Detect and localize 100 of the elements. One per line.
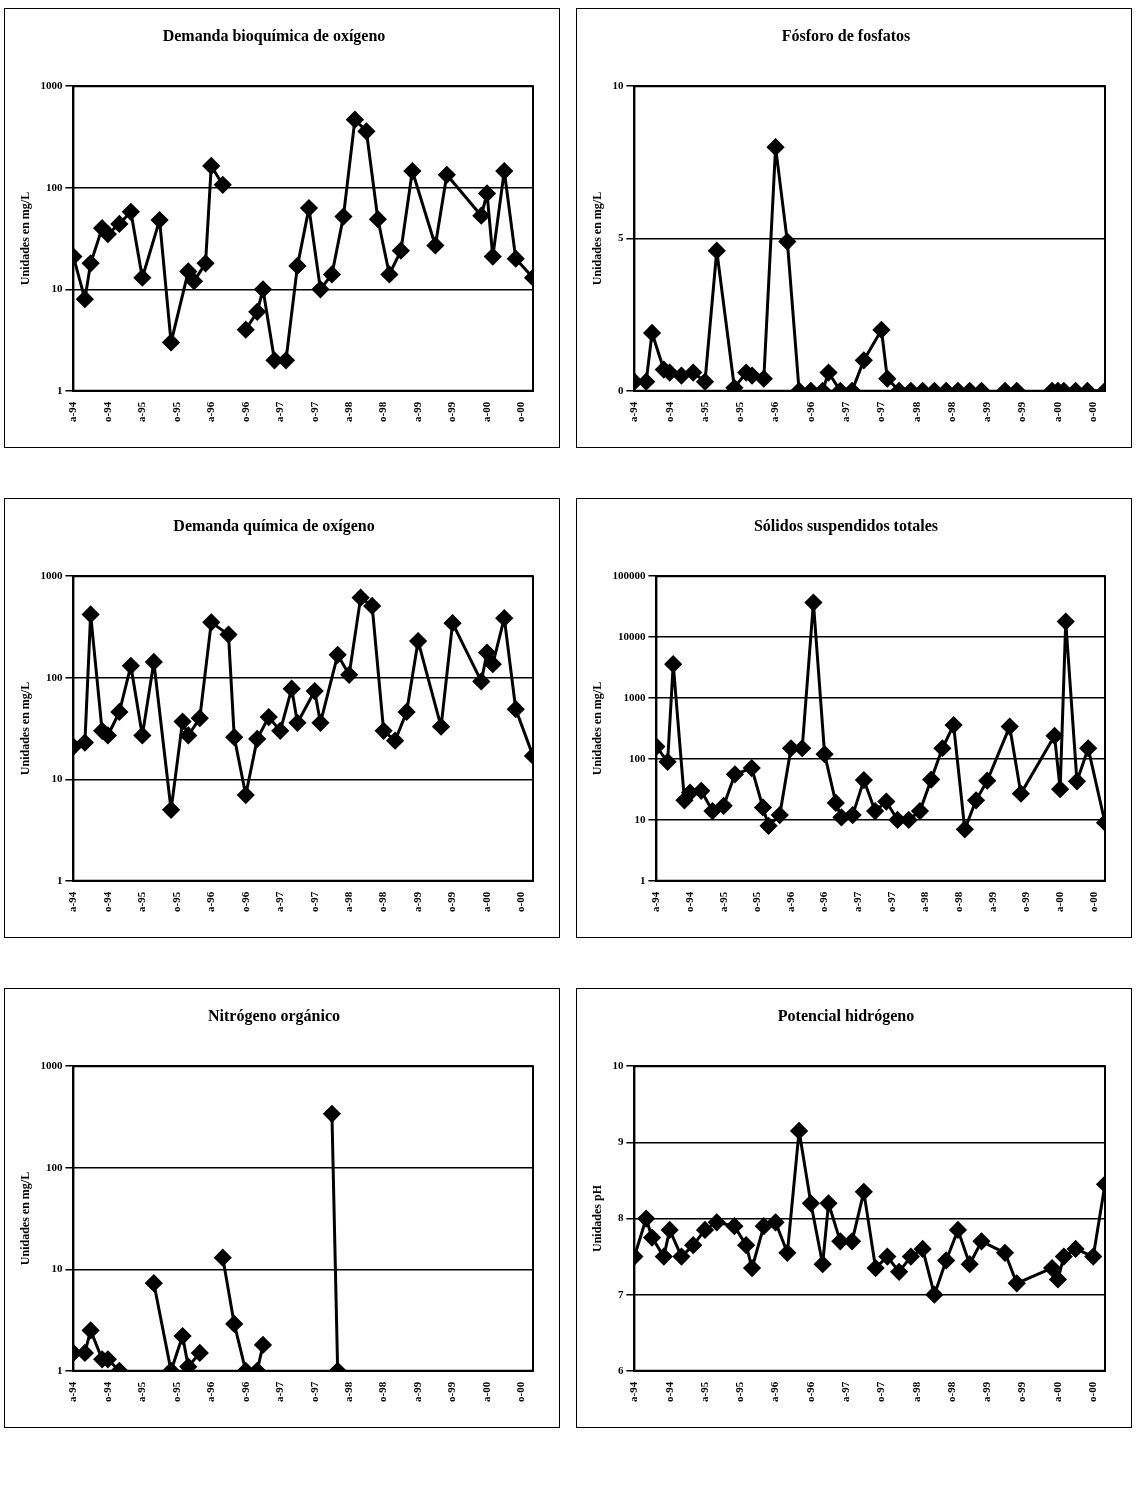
x-tick-label: a-97 — [273, 891, 286, 913]
chart-title: Demanda bioquímica de oxígeno — [162, 26, 386, 45]
x-tick-label: a-97 — [851, 891, 864, 913]
point — [754, 798, 772, 816]
x-tick-label: o-94 — [100, 1381, 113, 1403]
point — [902, 1248, 920, 1266]
point — [495, 609, 513, 627]
y-tick-label: 1000 — [40, 569, 63, 582]
x-tick-label: o-99 — [1015, 1381, 1028, 1403]
point — [726, 765, 744, 783]
point — [844, 806, 862, 824]
point — [1067, 1240, 1085, 1258]
point — [703, 802, 721, 820]
x-tick-label: a-96 — [768, 1381, 781, 1403]
point — [972, 1232, 990, 1250]
point — [790, 1122, 808, 1140]
point — [472, 672, 490, 690]
point — [804, 594, 822, 612]
point — [507, 250, 525, 268]
x-tick-label: a-96 — [204, 891, 217, 913]
point — [911, 802, 929, 820]
point — [832, 808, 850, 826]
point — [122, 657, 140, 675]
y-tick-label: 5 — [617, 231, 624, 244]
y-axis-title: Unidades en mg/L — [18, 681, 33, 776]
x-tick-label: o-98 — [944, 401, 957, 423]
point — [283, 680, 301, 698]
x-tick-label: o-97 — [874, 401, 887, 423]
chart-title: Potencial hidrógeno — [777, 1006, 915, 1025]
point — [478, 644, 496, 662]
x-tick-label: a-95 — [716, 891, 729, 913]
y-tick-label: 100 — [628, 751, 646, 764]
x-tick-label: o-97 — [307, 401, 320, 423]
x-tick-label: o-94 — [682, 891, 695, 913]
x-tick-label: o-95 — [169, 401, 182, 423]
y-tick-label: 10 — [612, 1059, 624, 1072]
x-tick-label: o-99 — [445, 891, 458, 913]
point — [684, 1236, 702, 1254]
x-tick-label: a-95 — [697, 1381, 710, 1403]
point — [945, 716, 963, 734]
point — [867, 1259, 885, 1277]
point — [197, 254, 215, 272]
x-tick-label: a-94 — [66, 891, 79, 913]
point — [696, 1221, 714, 1239]
x-tick-label: a-00 — [479, 891, 492, 913]
point — [778, 1244, 796, 1262]
point — [306, 682, 324, 700]
y-tick-label: 100000 — [612, 569, 646, 582]
x-tick-label: o-00 — [1086, 891, 1099, 913]
point — [866, 802, 884, 820]
point — [248, 730, 266, 748]
x-tick-label: a-99 — [410, 401, 423, 423]
point — [1068, 772, 1086, 790]
point — [340, 666, 358, 684]
x-tick-label: o-98 — [376, 891, 389, 913]
point — [737, 1236, 755, 1254]
point — [237, 786, 255, 804]
point — [403, 162, 421, 180]
x-tick-label: o-95 — [169, 1381, 182, 1403]
point — [771, 806, 789, 824]
y-tick-label: 100 — [45, 180, 63, 193]
y-tick-label: 10 — [51, 1262, 63, 1275]
point — [855, 771, 873, 789]
point — [814, 1255, 832, 1273]
point — [288, 257, 306, 275]
x-tick-label: a-96 — [204, 1381, 217, 1403]
point — [760, 817, 778, 835]
y-axis-title: Unidades en mg/L — [18, 1171, 33, 1266]
point — [878, 1248, 896, 1266]
point — [925, 1286, 943, 1304]
x-tick-label: a-98 — [909, 1381, 922, 1403]
point — [715, 797, 733, 815]
point — [659, 753, 677, 771]
point — [484, 655, 502, 673]
x-tick-label: o-98 — [376, 401, 389, 423]
point — [82, 254, 100, 272]
x-tick-label: a-00 — [479, 401, 492, 423]
point — [937, 1251, 955, 1269]
x-tick-label: o-95 — [169, 891, 182, 913]
point — [472, 207, 490, 225]
x-tick-label: o-97 — [884, 891, 897, 913]
point — [1084, 1248, 1102, 1266]
point — [672, 1248, 690, 1266]
y-tick-label: 10 — [634, 812, 646, 825]
point — [185, 272, 203, 290]
point — [1008, 1274, 1026, 1292]
x-tick-label: o-99 — [445, 1381, 458, 1403]
point — [237, 321, 255, 339]
point — [438, 166, 456, 184]
point — [179, 262, 197, 280]
chart-title: Fósforo de fosfatos — [781, 26, 911, 44]
point — [484, 248, 502, 266]
x-tick-label: a-95 — [135, 401, 148, 423]
point — [76, 734, 94, 752]
point — [352, 589, 370, 607]
point — [334, 208, 352, 226]
point — [225, 1315, 243, 1333]
point — [1046, 727, 1064, 745]
point — [755, 1217, 773, 1235]
chart-title: Sólidos suspendidos totales — [753, 516, 939, 535]
